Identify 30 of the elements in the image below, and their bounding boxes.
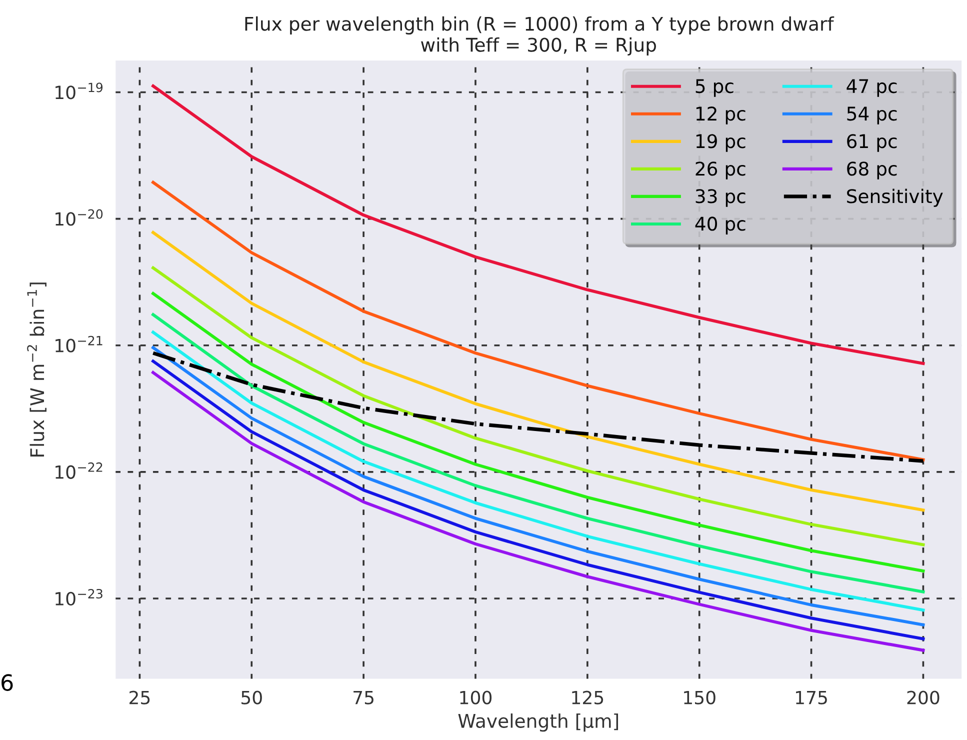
text: 6 (2, 674, 13, 691)
legend-label: 33 pc (696, 189, 746, 207)
y-tick-label: 10$^{−22}$ (56, 462, 102, 479)
line-series (152, 266, 925, 546)
y-tick-label: 10$^{−23}$ (56, 588, 102, 606)
x-tick-label: 50 (242, 690, 262, 704)
line-series (151, 351, 926, 463)
legend-label: 40 pc (695, 216, 746, 234)
y-tick-label: 10$^{−19}$ (56, 82, 103, 100)
x-tick-label: 25 (130, 690, 150, 704)
legend-label: Sensitivity (847, 188, 943, 207)
x-tick-label: 75 (354, 690, 374, 704)
y-tick-label: 10$^{−21}$ (56, 336, 102, 352)
y-axis-title: Flux [W m$^{−2}$ bin$^{−1}$] (27, 282, 46, 456)
legend-label: 47 pc (846, 79, 897, 97)
x-tick-label: 100 (460, 690, 492, 704)
x-tick-label: 200 (907, 690, 940, 704)
legend-label: 61 pc (847, 134, 897, 152)
legend-label: 5 pc (696, 79, 734, 97)
x-tick-label: 125 (572, 690, 604, 704)
x-tick-label: 150 (684, 690, 716, 704)
x-axis-title: Wavelength [μm] (458, 713, 618, 732)
legend-label: 26 pc (696, 162, 746, 180)
legend-label: 19 pc (696, 134, 746, 152)
x-tick-label: 175 (796, 690, 827, 704)
y-tick-label: 10$^{−20}$ (56, 209, 103, 226)
chart-title: Flux per wavelength bin (R = 1000) from a Y type brown dwarf with Teff = 300, R = Rjup (245, 16, 834, 56)
legend-label: 54 pc (847, 106, 897, 124)
legend-label: 68 pc (847, 162, 897, 180)
legend-label: 12 pc (696, 106, 746, 124)
